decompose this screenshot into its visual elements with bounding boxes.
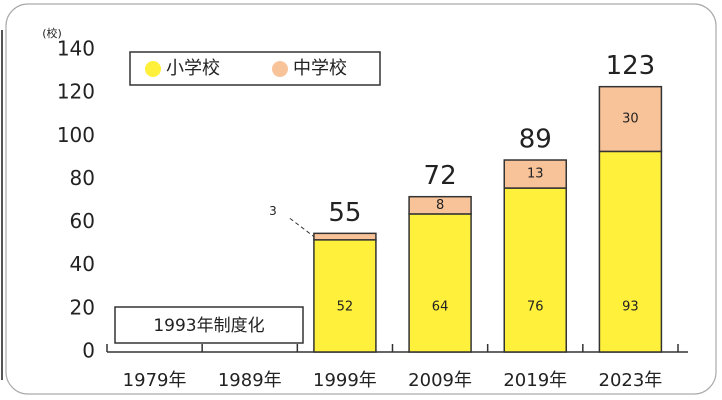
y-tick-label: 0 — [82, 339, 95, 363]
y-tick-label: 140 — [57, 37, 95, 61]
x-tick-label: 2023年 — [599, 370, 663, 391]
y-tick-label: 80 — [70, 166, 95, 190]
bar-segment — [598, 85, 663, 153]
value-label: 52 — [337, 300, 354, 315]
value-label: 93 — [622, 300, 639, 315]
x-tick-label: 1979年 — [123, 370, 187, 391]
bar-segment — [408, 195, 472, 215]
value-label: 8 — [436, 198, 444, 213]
x-tick-label: 2009年 — [408, 370, 472, 391]
total-label: 89 — [519, 125, 552, 155]
x-tick-label: 1989年 — [218, 370, 282, 391]
bar-segment — [408, 213, 472, 353]
bar-segment — [598, 150, 663, 353]
label-leader — [289, 217, 315, 237]
y-tick-label: 100 — [57, 123, 95, 147]
legend-label: 中学校 — [293, 58, 347, 79]
y-tick-label: 60 — [70, 209, 95, 233]
x-tick-label: 2019年 — [503, 370, 567, 391]
y-tick-label: 20 — [70, 295, 95, 319]
value-label: 30 — [622, 112, 639, 127]
bar-segment — [503, 159, 567, 189]
value-label: 64 — [432, 300, 449, 315]
annotation: 1993年制度化 — [153, 316, 264, 336]
total-label: 123 — [606, 51, 656, 81]
bar-segment — [503, 187, 567, 353]
y-tick-label: 120 — [57, 80, 95, 104]
x-tick-label: 1999年 — [313, 370, 377, 391]
value-label: 76 — [527, 300, 544, 315]
y-unit: (校) — [42, 26, 62, 40]
bar-segment — [313, 232, 377, 241]
value-label: 3 — [269, 204, 277, 218]
value-label: 13 — [527, 167, 544, 182]
legend-box — [129, 51, 381, 86]
total-label: 72 — [424, 161, 457, 191]
total-label: 55 — [328, 198, 361, 228]
legend-label: 小学校 — [166, 58, 220, 79]
legend-swatch — [272, 61, 288, 77]
annotation-box — [114, 306, 304, 344]
y-tick-label: 40 — [70, 252, 95, 276]
bar-segment — [313, 239, 377, 353]
legend-swatch — [145, 61, 161, 77]
